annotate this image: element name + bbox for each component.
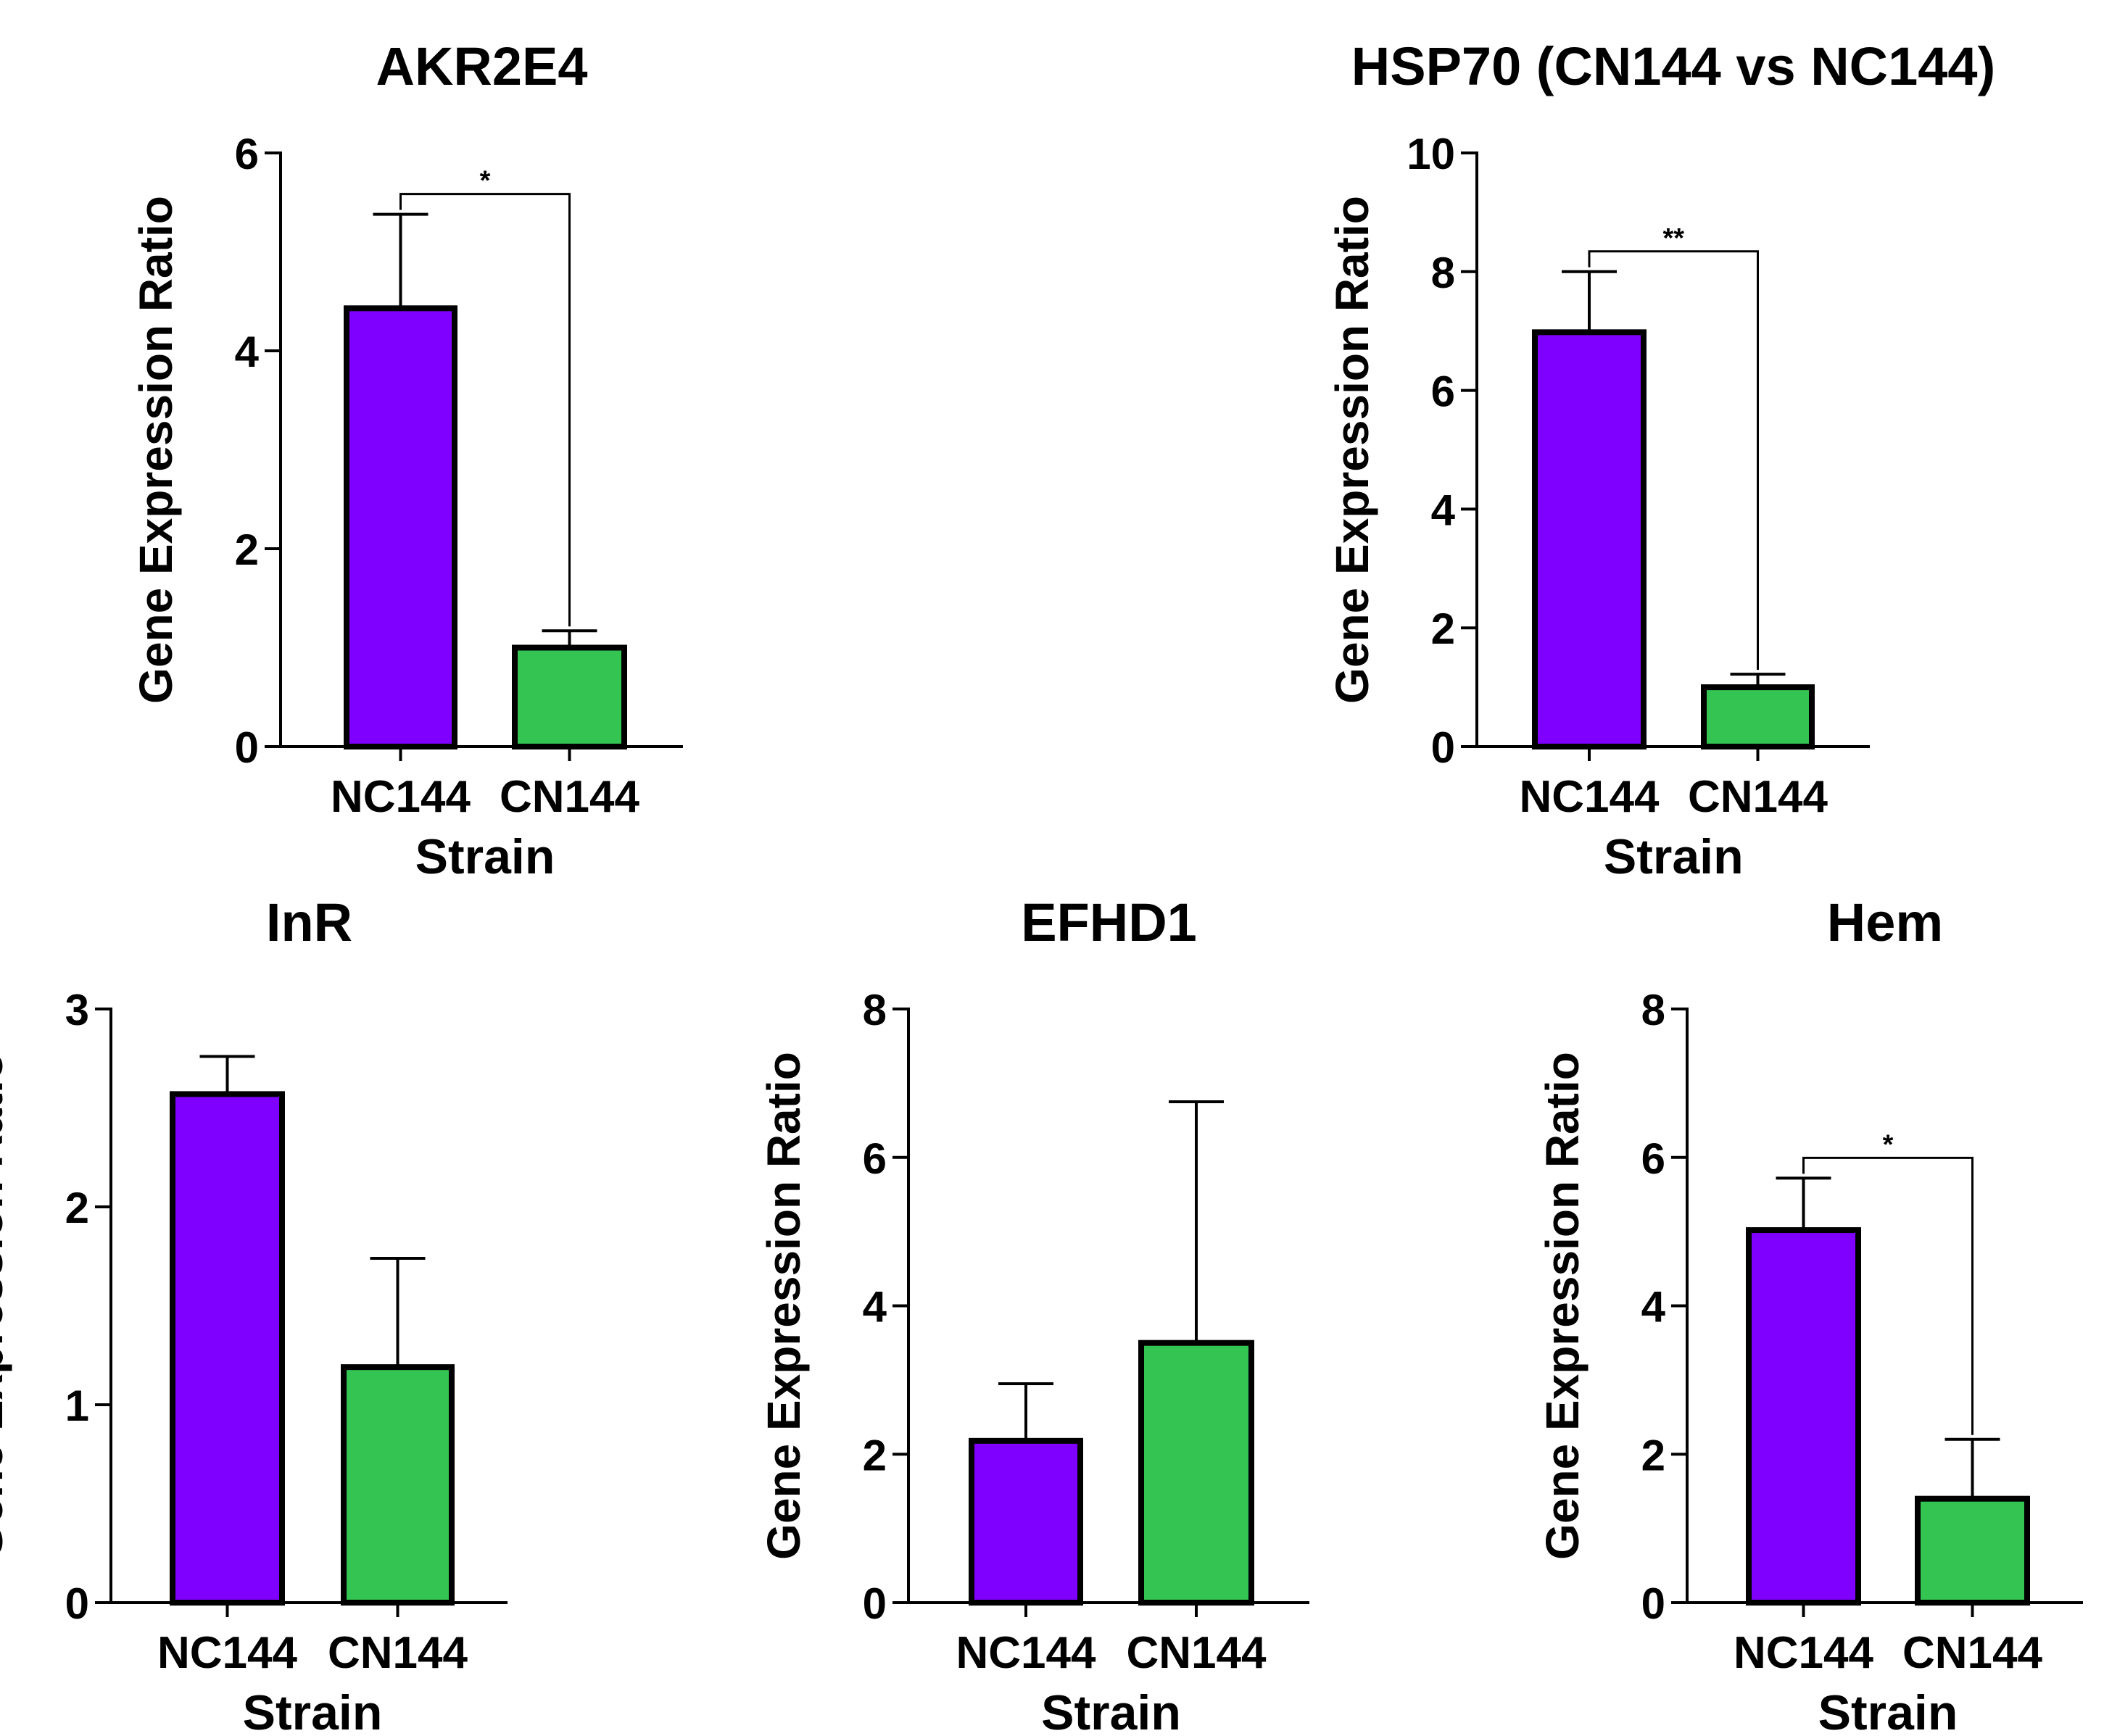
bar-nc144 <box>344 305 457 749</box>
y-tick-label: 2 <box>1431 605 1455 653</box>
y-axis-label: Gene Expression Ratio <box>0 1052 12 1560</box>
chart-panel-hsp70: HSP70 (CN144 vs NC144) 0 2 4 6 8 10 NC144 CN144 S… <box>1326 36 1995 884</box>
chart-title: EFHD1 <box>1021 892 1197 952</box>
x-tick-label: NC144 <box>956 1628 1097 1678</box>
bar-nc144 <box>170 1091 285 1606</box>
y-tick-label: 10 <box>1407 130 1455 178</box>
chart-panel-efhd1: EFHD1 0 2 4 6 8 NC144 CN144 Strain Gene Expressio… <box>758 892 1309 1736</box>
bar-cn144 <box>341 1364 455 1606</box>
y-tick-label: 8 <box>1641 986 1665 1034</box>
x-tick-label: CN144 <box>1902 1628 2043 1678</box>
bar-nc144 <box>969 1437 1083 1606</box>
y-tick-label: 4 <box>235 328 260 376</box>
chart-panel-akr2e4: AKR2E4 0 2 4 6 NC144 CN144 Strain Gene Expressio… <box>130 36 683 884</box>
y-tick-label: 8 <box>863 986 887 1034</box>
x-tick-label: CN144 <box>1127 1628 1267 1678</box>
y-axis-label: Gene Expression Ratio <box>1326 196 1378 704</box>
chart-title: HSP70 (CN144 vs NC144) <box>1351 36 1995 96</box>
y-tick-label: 2 <box>863 1431 887 1479</box>
significance-bracket <box>1802 1156 1973 1435</box>
y-tick-label: 3 <box>65 986 89 1034</box>
x-tick-label: CN144 <box>1688 772 1828 822</box>
y-axis-label: Gene Expression Ratio <box>130 196 182 704</box>
bar-cn144 <box>1915 1495 2030 1606</box>
y-tick-label: 6 <box>863 1134 887 1183</box>
x-axis-label: Strain <box>1604 829 1744 884</box>
y-tick-label: 4 <box>1431 486 1456 534</box>
chart-title: Hem <box>1827 892 1943 952</box>
bar-cn144 <box>512 644 627 749</box>
y-tick-label: 0 <box>65 1579 89 1628</box>
y-tick-label: 0 <box>235 723 259 772</box>
x-axis-label: Strain <box>415 829 555 884</box>
bar-nc144 <box>1532 329 1647 749</box>
y-tick-label: 2 <box>65 1184 89 1232</box>
y-tick-label: 2 <box>1641 1431 1665 1479</box>
x-tick-label: NC144 <box>157 1628 298 1678</box>
y-tick-label: 6 <box>235 130 259 178</box>
x-axis-label: Strain <box>1041 1685 1181 1736</box>
y-tick-label: 1 <box>65 1382 89 1430</box>
y-tick-label: 0 <box>1431 723 1455 772</box>
significance-label: ** <box>1662 223 1684 254</box>
y-tick-label: 4 <box>1641 1283 1666 1332</box>
bar-nc144 <box>1746 1227 1861 1606</box>
y-tick-label: 0 <box>863 1579 887 1628</box>
y-tick-label: 4 <box>863 1283 887 1332</box>
y-tick-label: 6 <box>1641 1134 1665 1183</box>
x-tick-label: NC144 <box>331 772 471 822</box>
x-tick-label: CN144 <box>328 1628 468 1678</box>
significance-bracket <box>399 193 571 627</box>
significance-bracket <box>1588 250 1759 670</box>
y-tick-label: 2 <box>235 526 259 574</box>
significance-label: * <box>1883 1129 1894 1160</box>
significance-label: * <box>480 166 491 196</box>
chart-title: AKR2E4 <box>376 36 588 96</box>
bar-cn144 <box>1138 1340 1254 1606</box>
chart-panel-inr: InR 0 1 2 3 NC144 CN144 Strain Gene Expression R… <box>0 892 508 1736</box>
y-axis-label: Gene Expression Ratio <box>758 1052 810 1560</box>
y-tick-label: 8 <box>1431 249 1455 297</box>
x-axis-label: Strain <box>243 1685 383 1736</box>
x-tick-label: CN144 <box>500 772 640 822</box>
y-tick-label: 0 <box>1641 1579 1665 1628</box>
y-axis-label: Gene Expression Ratio <box>1536 1052 1589 1560</box>
x-axis-label: Strain <box>1818 1685 1958 1736</box>
x-tick-label: NC144 <box>1734 1628 1874 1678</box>
chart-panel-hem: Hem 0 2 4 6 8 NC144 CN144 Strain Gene Expression … <box>1536 892 2083 1736</box>
chart-title: InR <box>266 892 352 952</box>
y-tick-label: 6 <box>1431 367 1455 416</box>
bar-cn144 <box>1701 684 1815 749</box>
x-tick-label: NC144 <box>1520 772 1660 822</box>
